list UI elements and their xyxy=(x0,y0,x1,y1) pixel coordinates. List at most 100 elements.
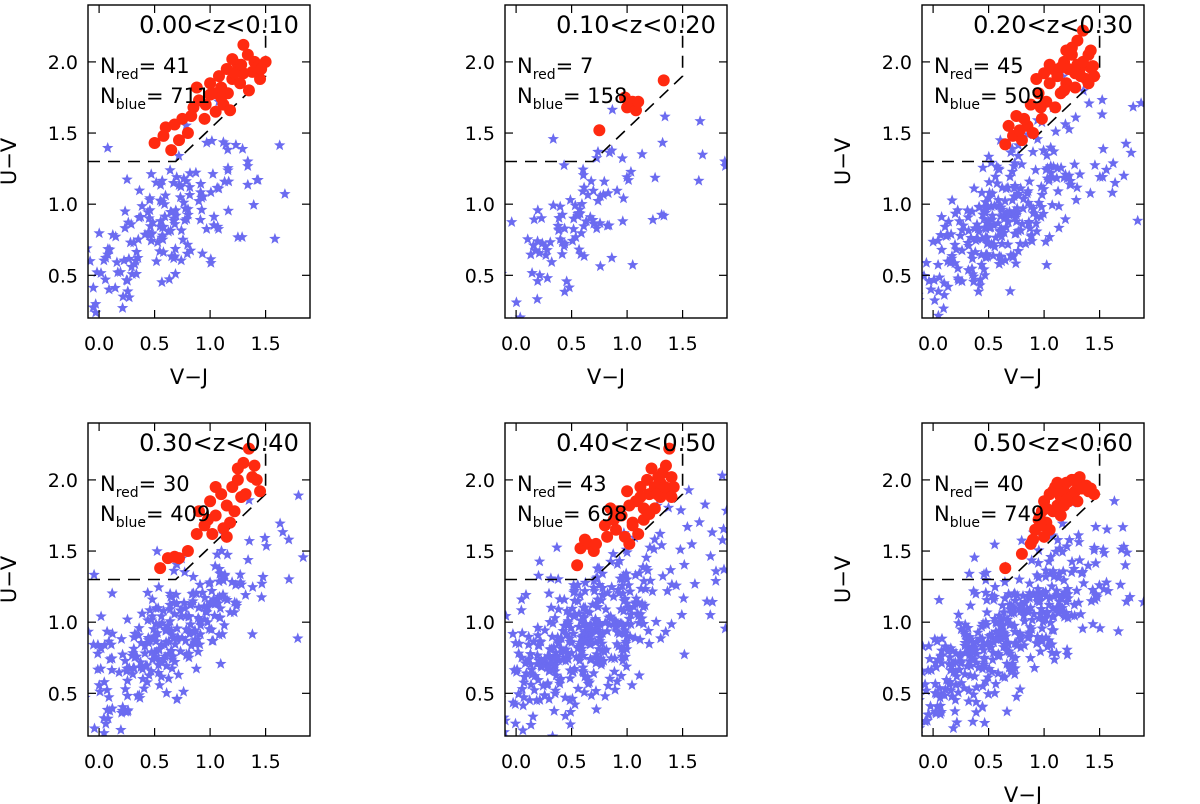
blue-star xyxy=(194,186,207,198)
blue-star xyxy=(528,635,540,647)
blue-star xyxy=(627,259,639,270)
blue-star xyxy=(531,694,543,706)
blue-star xyxy=(121,613,134,625)
blue-star xyxy=(1019,596,1031,607)
blue-star xyxy=(618,626,631,638)
blue-star xyxy=(196,203,208,215)
blue-star xyxy=(444,694,455,705)
blue-galaxies xyxy=(505,99,727,318)
blue-star xyxy=(1001,645,1013,657)
blue-star xyxy=(230,139,242,150)
blue-star xyxy=(526,668,538,680)
blue-star xyxy=(155,638,168,650)
blue-star xyxy=(956,244,968,256)
blue-star xyxy=(194,638,206,650)
blue-star xyxy=(1045,141,1057,153)
blue-star xyxy=(1005,607,1018,619)
blue-star xyxy=(577,169,590,180)
blue-star xyxy=(952,686,964,698)
blue-star xyxy=(1032,557,1045,568)
blue-star xyxy=(207,634,219,646)
red-point xyxy=(206,527,219,540)
blue-star xyxy=(169,655,181,667)
blue-star xyxy=(590,657,602,668)
blue-star xyxy=(922,640,929,652)
blue-star xyxy=(625,608,637,620)
blue-star xyxy=(529,670,541,681)
blue-star xyxy=(555,646,568,658)
blue-star xyxy=(1090,557,1102,569)
blue-star xyxy=(544,236,556,248)
blue-star xyxy=(579,670,591,682)
blue-star xyxy=(1048,590,1060,602)
blue-star xyxy=(169,638,181,650)
blue-star xyxy=(150,176,162,188)
blue-star xyxy=(138,682,150,694)
blue-star xyxy=(277,526,289,537)
red-point xyxy=(241,48,254,61)
blue-star xyxy=(946,194,958,206)
x-tick-label: 0.5 xyxy=(139,751,169,773)
blue-star xyxy=(617,215,629,227)
selection-boundary-line xyxy=(922,19,1101,163)
blue-star xyxy=(706,526,718,538)
blue-star xyxy=(656,136,669,148)
blue-star xyxy=(279,188,291,199)
blue-star xyxy=(1000,221,1012,233)
x-axis-title: V−J xyxy=(170,365,208,389)
blue-star xyxy=(104,704,116,716)
blue-star xyxy=(962,211,974,223)
blue-star xyxy=(611,638,623,649)
blue-star xyxy=(598,646,610,657)
blue-star xyxy=(157,604,170,616)
blue-star xyxy=(628,601,640,612)
blue-star xyxy=(983,215,995,227)
blue-star xyxy=(1005,600,1017,611)
red-point xyxy=(1027,127,1039,140)
red-point xyxy=(231,473,244,486)
blue-star xyxy=(1125,146,1137,158)
blue-star xyxy=(617,587,629,599)
blue-star xyxy=(156,617,168,628)
red-point xyxy=(612,505,625,518)
panel-2: 0.0 0.5 1.0 1.5 0.5 1.0 1.5 2.0 V−J 0.10<z<0.20 Nr… xyxy=(465,4,728,389)
blue-star xyxy=(955,677,968,688)
blue-star xyxy=(620,660,633,672)
n-red-label: Nred= 7 xyxy=(517,54,593,83)
blue-star xyxy=(133,211,145,223)
blue-star xyxy=(995,255,1008,267)
x-axis-title: V−J xyxy=(1004,783,1042,804)
blue-star xyxy=(998,226,1010,238)
blue-star xyxy=(106,702,118,714)
blue-star xyxy=(967,643,980,655)
blue-star xyxy=(222,204,234,216)
blue-star xyxy=(1074,168,1086,180)
blue-star xyxy=(642,624,655,636)
blue-star xyxy=(1097,543,1109,555)
blue-star xyxy=(639,583,652,594)
blue-star xyxy=(949,667,962,678)
blue-star xyxy=(998,606,1010,618)
blue-star xyxy=(605,652,617,664)
red-point xyxy=(1054,61,1067,74)
blue-star xyxy=(1090,521,1102,532)
blue-star xyxy=(533,555,546,567)
blue-star xyxy=(93,227,105,239)
blue-star xyxy=(565,647,578,658)
blue-star xyxy=(152,602,164,613)
blue-star xyxy=(578,626,590,638)
blue-star xyxy=(1031,210,1043,222)
blue-star xyxy=(1120,137,1132,149)
blue-star xyxy=(1038,588,1050,600)
blue-star xyxy=(146,653,159,665)
blue-star xyxy=(525,718,537,730)
y-tick-label: 2.0 xyxy=(48,470,78,492)
blue-star xyxy=(489,720,501,731)
blue-star xyxy=(90,306,102,318)
blue-star xyxy=(505,714,510,723)
blue-star xyxy=(942,255,954,267)
blue-star xyxy=(643,637,655,649)
blue-star xyxy=(153,581,165,593)
blue-star xyxy=(162,672,175,684)
blue-star xyxy=(603,618,616,630)
